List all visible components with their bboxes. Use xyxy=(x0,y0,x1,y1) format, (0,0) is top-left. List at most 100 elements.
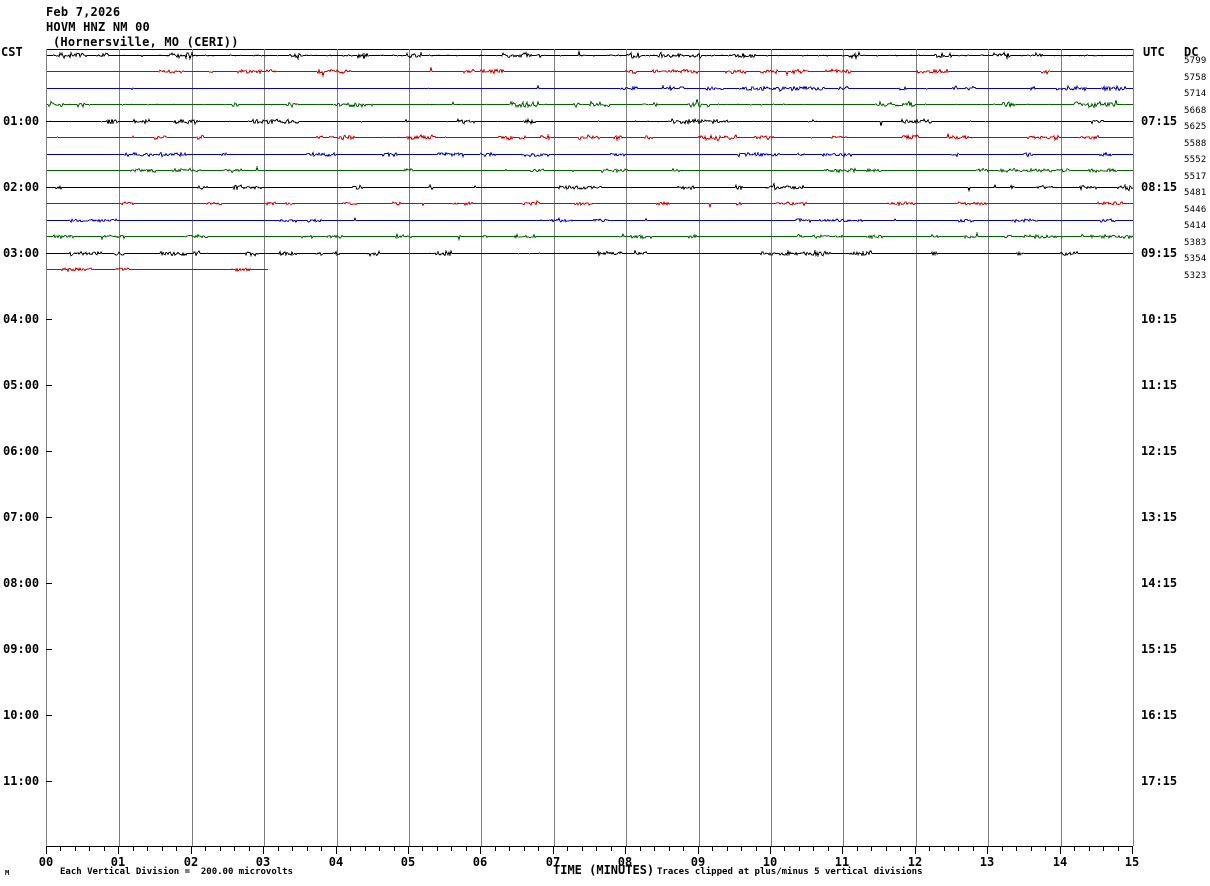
x-tick-label: 08 xyxy=(617,855,633,869)
helicorder-plot-area[interactable] xyxy=(46,49,1134,846)
x-tick-minor xyxy=(784,846,785,851)
x-tick-label: 04 xyxy=(328,855,344,869)
seismic-trace xyxy=(47,198,1133,209)
cst-hour-label: 07:00 xyxy=(3,510,40,524)
x-tick-major xyxy=(698,846,699,854)
x-tick-minor xyxy=(712,846,713,851)
x-tick-minor xyxy=(495,846,496,851)
x-tick-major xyxy=(1132,846,1133,854)
dc-value: 5625 xyxy=(1184,122,1207,132)
x-tick-minor xyxy=(147,846,148,851)
x-tick-major xyxy=(915,846,916,854)
hour-tick xyxy=(46,583,52,584)
x-tick-label: 02 xyxy=(183,855,199,869)
x-tick-label: 05 xyxy=(400,855,416,869)
x-tick-minor xyxy=(683,846,684,851)
x-tick-major xyxy=(553,846,554,854)
x-tick-minor xyxy=(828,846,829,851)
x-tick-minor xyxy=(1002,846,1003,851)
cst-hour-label: 03:00 xyxy=(3,246,40,260)
x-tick-minor xyxy=(1031,846,1032,851)
x-tick-minor xyxy=(871,846,872,851)
header-station: HOVM HNZ NM 00 xyxy=(46,20,150,34)
cst-hour-label: 09:00 xyxy=(3,642,40,656)
x-tick-minor xyxy=(640,846,641,851)
seismic-trace xyxy=(47,231,1133,242)
dc-value: 5414 xyxy=(1184,221,1207,231)
hour-tick xyxy=(46,253,52,254)
hour-tick xyxy=(46,715,52,716)
seismic-trace xyxy=(47,116,1133,127)
x-tick-minor xyxy=(379,846,380,851)
hour-tick xyxy=(46,649,52,650)
hour-tick xyxy=(46,385,52,386)
utc-hour-label: 12:15 xyxy=(1141,444,1178,458)
header-location: (Hornersville, MO (CERI)) xyxy=(53,35,239,49)
x-tick-minor xyxy=(727,846,728,851)
x-tick-minor xyxy=(278,846,279,851)
dc-value: 5668 xyxy=(1184,106,1207,116)
x-tick-major xyxy=(1060,846,1061,854)
x-tick-minor xyxy=(1074,846,1075,851)
seismic-trace xyxy=(47,248,1133,259)
x-tick-label: 14 xyxy=(1052,855,1068,869)
cst-hour-label: 10:00 xyxy=(3,708,40,722)
x-tick-label: 01 xyxy=(110,855,126,869)
x-tick-minor xyxy=(958,846,959,851)
gridline-minute-04 xyxy=(337,49,338,846)
gridline-minute-10 xyxy=(771,49,772,846)
utc-hour-label: 10:15 xyxy=(1141,312,1178,326)
x-tick-minor xyxy=(234,846,235,851)
x-tick-label: 10 xyxy=(762,855,778,869)
x-axis-line xyxy=(46,846,1133,847)
cst-hour-label: 01:00 xyxy=(3,114,40,128)
x-tick-major xyxy=(191,846,192,854)
seismic-trace xyxy=(47,264,268,275)
utc-hour-label: 16:15 xyxy=(1141,708,1178,722)
micro-marker: M xyxy=(5,869,10,877)
x-tick-minor xyxy=(567,846,568,851)
right-timezone-label: UTC xyxy=(1143,45,1165,59)
x-tick-label: 09 xyxy=(690,855,706,869)
x-tick-minor xyxy=(1118,846,1119,851)
gridline-minute-06 xyxy=(481,49,482,846)
x-tick-minor xyxy=(176,846,177,851)
x-tick-minor xyxy=(929,846,930,851)
dc-value: 5517 xyxy=(1184,172,1207,182)
x-tick-minor xyxy=(509,846,510,851)
gridline-minute-14 xyxy=(1061,49,1062,846)
hour-tick xyxy=(46,121,52,122)
cst-hour-label: 04:00 xyxy=(3,312,40,326)
seismic-trace xyxy=(47,165,1133,176)
x-tick-minor xyxy=(611,846,612,851)
gridline-minute-12 xyxy=(916,49,917,846)
x-tick-label: 15 xyxy=(1124,855,1140,869)
x-tick-minor xyxy=(75,846,76,851)
hour-tick xyxy=(46,517,52,518)
plot-top-border xyxy=(47,49,1133,50)
x-tick-minor xyxy=(249,846,250,851)
x-tick-minor xyxy=(1045,846,1046,851)
x-tick-label: 03 xyxy=(255,855,271,869)
gridline-minute-03 xyxy=(264,49,265,846)
hour-tick xyxy=(46,781,52,782)
dc-value: 5481 xyxy=(1184,188,1207,198)
cst-hour-label: 05:00 xyxy=(3,378,40,392)
left-timezone-label: CST xyxy=(1,45,23,59)
x-tick-minor xyxy=(162,846,163,851)
x-tick-major xyxy=(987,846,988,854)
dc-value: 5714 xyxy=(1184,89,1207,99)
seismic-trace xyxy=(47,66,1133,77)
x-tick-minor xyxy=(466,846,467,851)
x-tick-minor xyxy=(451,846,452,851)
x-tick-major xyxy=(480,846,481,854)
gridline-minute-09 xyxy=(699,49,700,846)
utc-hour-label: 08:15 xyxy=(1141,180,1178,194)
x-tick-minor xyxy=(886,846,887,851)
gridline-minute-13 xyxy=(988,49,989,846)
x-axis-title: TIME (MINUTES) xyxy=(553,863,655,877)
x-tick-minor xyxy=(524,846,525,851)
x-tick-label: 11 xyxy=(834,855,850,869)
utc-hour-label: 17:15 xyxy=(1141,774,1178,788)
x-tick-minor xyxy=(1103,846,1104,851)
